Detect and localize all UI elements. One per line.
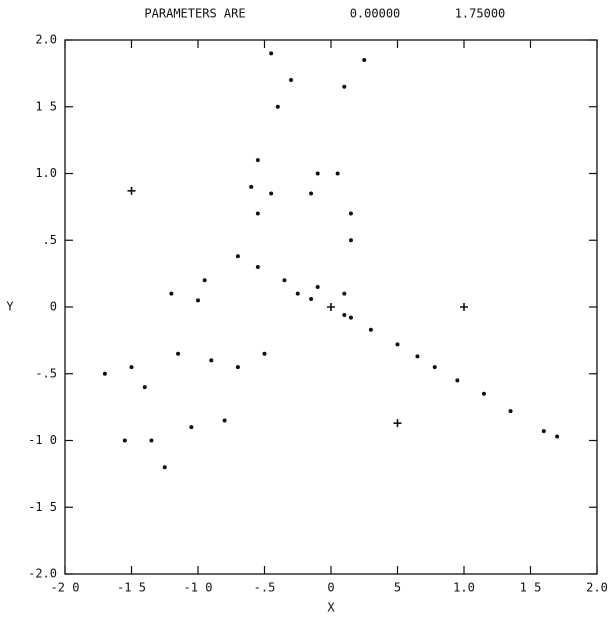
fractal-dot [255,264,260,269]
fractal-dot [169,291,174,296]
y-tick-label: -1 0 [28,433,57,447]
y-tick-label: 1 5 [35,99,57,113]
x-tick-label: -2 0 [51,581,80,595]
fractal-dot [315,284,320,289]
y-tick-label: 0 [50,300,57,314]
y-tick-label: .5 [43,233,57,247]
x-tick-label: 0 [327,581,334,595]
fractal-dot [481,391,486,396]
fractal-dot [255,158,260,163]
fractal-dot [342,84,347,89]
x-tick-label: 2.0 [586,581,608,595]
fractal-dot [129,365,134,370]
fractal-dot [142,385,147,390]
parameter: 0.00000 [350,7,401,21]
fractal-dot [342,313,347,318]
fractal-dot [102,371,107,376]
fractal-dot [255,211,260,216]
fractal-dot [335,171,340,176]
x-tick-label: 5 [394,581,401,595]
fractal-dot [275,104,280,109]
y-axis-label: Y [6,300,14,314]
fractal-dot [541,429,546,434]
x-tick-label: -1 5 [117,581,146,595]
fractal-dot [368,327,373,332]
fractal-dot [262,351,267,356]
fractal-dot [209,358,214,363]
fractal-dot [202,278,207,283]
fractal-dot [555,434,560,439]
fractal-dot [235,254,240,259]
x-tick-label: -1 0 [184,581,213,595]
fractal-dot [309,191,314,196]
x-tick-label: 1.0 [453,581,475,595]
y-tick-label: -.5 [35,366,57,380]
fractal-dot [222,418,227,423]
x-axis-label: X [327,601,335,615]
parameter: 1.75000 [455,7,506,21]
fractal-dot [282,278,287,283]
fractal-dot [342,291,347,296]
fractal-dot [162,465,167,470]
x-tick-label: 1 5 [520,581,542,595]
plus-marker [460,303,468,311]
fractal-dot [348,211,353,216]
fractal-dot [348,315,353,320]
fractal-dot [269,191,274,196]
fractal-dot [315,171,320,176]
fractal-dot [289,78,294,83]
fractal-dot [249,184,254,189]
fractal-dot [508,409,513,414]
fractal-dot [176,351,181,356]
plus-marker [127,186,136,195]
plus-marker [327,303,335,311]
fractal-dot [235,365,240,370]
fractal-dot [362,58,367,63]
y-tick-label: 2.0 [35,33,57,47]
fractal-dot [189,425,194,430]
fractal-dot [455,378,460,383]
fractal-dot [196,298,200,303]
y-tick-label: 1.0 [35,166,57,180]
fractal-dot [415,354,420,359]
fractal-dot [309,296,314,301]
fractal-dot [122,438,127,443]
fractal-dot [395,342,400,347]
fractal-dot [432,365,437,370]
fractal-dot [348,238,353,243]
fractal-dot [269,51,274,56]
y-tick-label: -2.0 [28,567,57,581]
y-tick-label: -1 5 [28,500,57,514]
fractal-dot [149,438,154,443]
chart-title: PARAMETERS ARE [144,7,245,21]
plus-marker [393,419,402,428]
fractal-dot [295,291,300,296]
x-tick-label: -.5 [254,581,276,595]
